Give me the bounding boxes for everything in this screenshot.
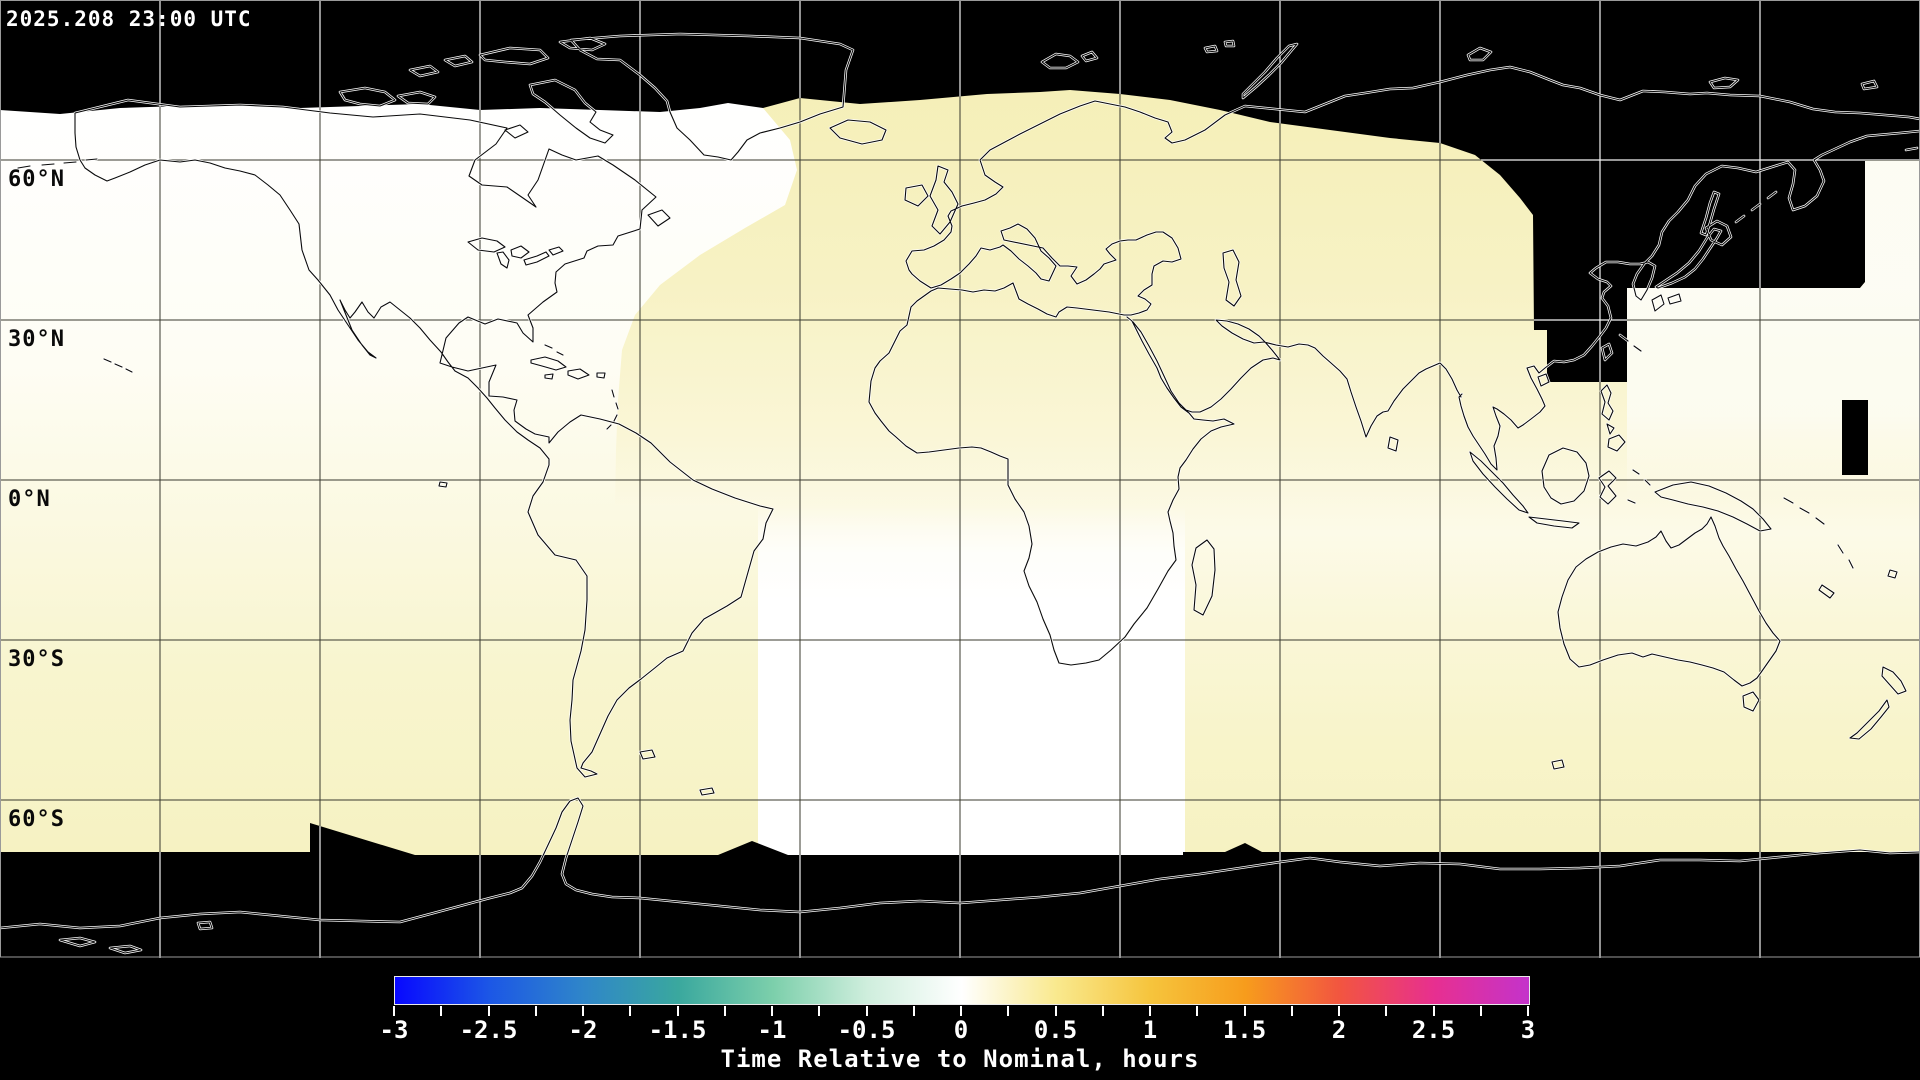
colorbar-tick xyxy=(582,1006,584,1016)
colorbar-tick xyxy=(1196,1006,1199,1016)
colorbar-tick-label: 0.5 xyxy=(1033,1016,1078,1044)
no-data-patch-east xyxy=(1842,400,1868,475)
colorbar-tick-label: 2.5 xyxy=(1411,1016,1456,1044)
colorbar-tick xyxy=(440,1006,443,1016)
colorbar-tick xyxy=(1432,1006,1435,1016)
colorbar-tick xyxy=(1385,1006,1388,1016)
colorbar-tick xyxy=(1054,1006,1057,1016)
colorbar-tick-label: 3 xyxy=(1520,1016,1536,1044)
colorbar-gradient xyxy=(394,976,1530,1005)
colorbar-tick xyxy=(1479,1006,1482,1016)
colorbar-tick xyxy=(1338,1006,1340,1016)
colorbar-tick xyxy=(534,1006,537,1016)
colorbar-tick-label: 1.5 xyxy=(1222,1016,1267,1044)
lat-label-30s: 30°S xyxy=(8,647,65,672)
colorbar-tick xyxy=(676,1006,679,1016)
colorbar-title: Time Relative to Nominal, hours xyxy=(720,1045,1200,1073)
lat-label-60s: 60°S xyxy=(8,807,65,832)
colorbar-tick-label: 2 xyxy=(1331,1016,1347,1044)
colorbar-tick xyxy=(960,1006,962,1016)
colorbar-tick xyxy=(771,1006,773,1016)
colorbar-tick xyxy=(629,1006,632,1016)
colorbar-tick xyxy=(1007,1006,1010,1016)
colorbar-tick xyxy=(1243,1006,1246,1016)
colorbar-tick-label: 1 xyxy=(1142,1016,1158,1044)
colorbar-tick xyxy=(393,1006,395,1016)
colorbar-tick xyxy=(865,1006,868,1016)
colorbar-tick xyxy=(1149,1006,1151,1016)
lat-label-0n: 0°N xyxy=(8,487,51,512)
swath-atlantic-nominal xyxy=(758,505,1185,856)
colorbar-tick xyxy=(818,1006,821,1016)
colorbar-tick xyxy=(912,1006,915,1016)
colorbar-tick xyxy=(1101,1006,1104,1016)
colorbar-tick xyxy=(723,1006,726,1016)
colorbar-tick-label: -3 xyxy=(379,1016,409,1044)
timestamp-label: 2025.208 23:00 UTC xyxy=(6,7,252,31)
colorbar-tick xyxy=(1527,1006,1529,1016)
lat-label-60n: 60°N xyxy=(8,167,65,192)
colorbar-tick-label: -0.5 xyxy=(837,1016,896,1044)
colorbar-tick xyxy=(1290,1006,1293,1016)
colorbar-tick-label: -2.5 xyxy=(459,1016,518,1044)
colorbar-tick xyxy=(487,1006,490,1016)
lat-label-30n: 30°N xyxy=(8,327,65,352)
colorbar-tick-label: -1.5 xyxy=(648,1016,707,1044)
colorbar-tick-label: -1 xyxy=(757,1016,787,1044)
world-map: 2025.208 23:00 UTC 60°N 30°N 0°N 30°S 60… xyxy=(0,0,1920,958)
colorbar-tick-label: 0 xyxy=(953,1016,969,1044)
colorbar-tick-label: -2 xyxy=(568,1016,598,1044)
